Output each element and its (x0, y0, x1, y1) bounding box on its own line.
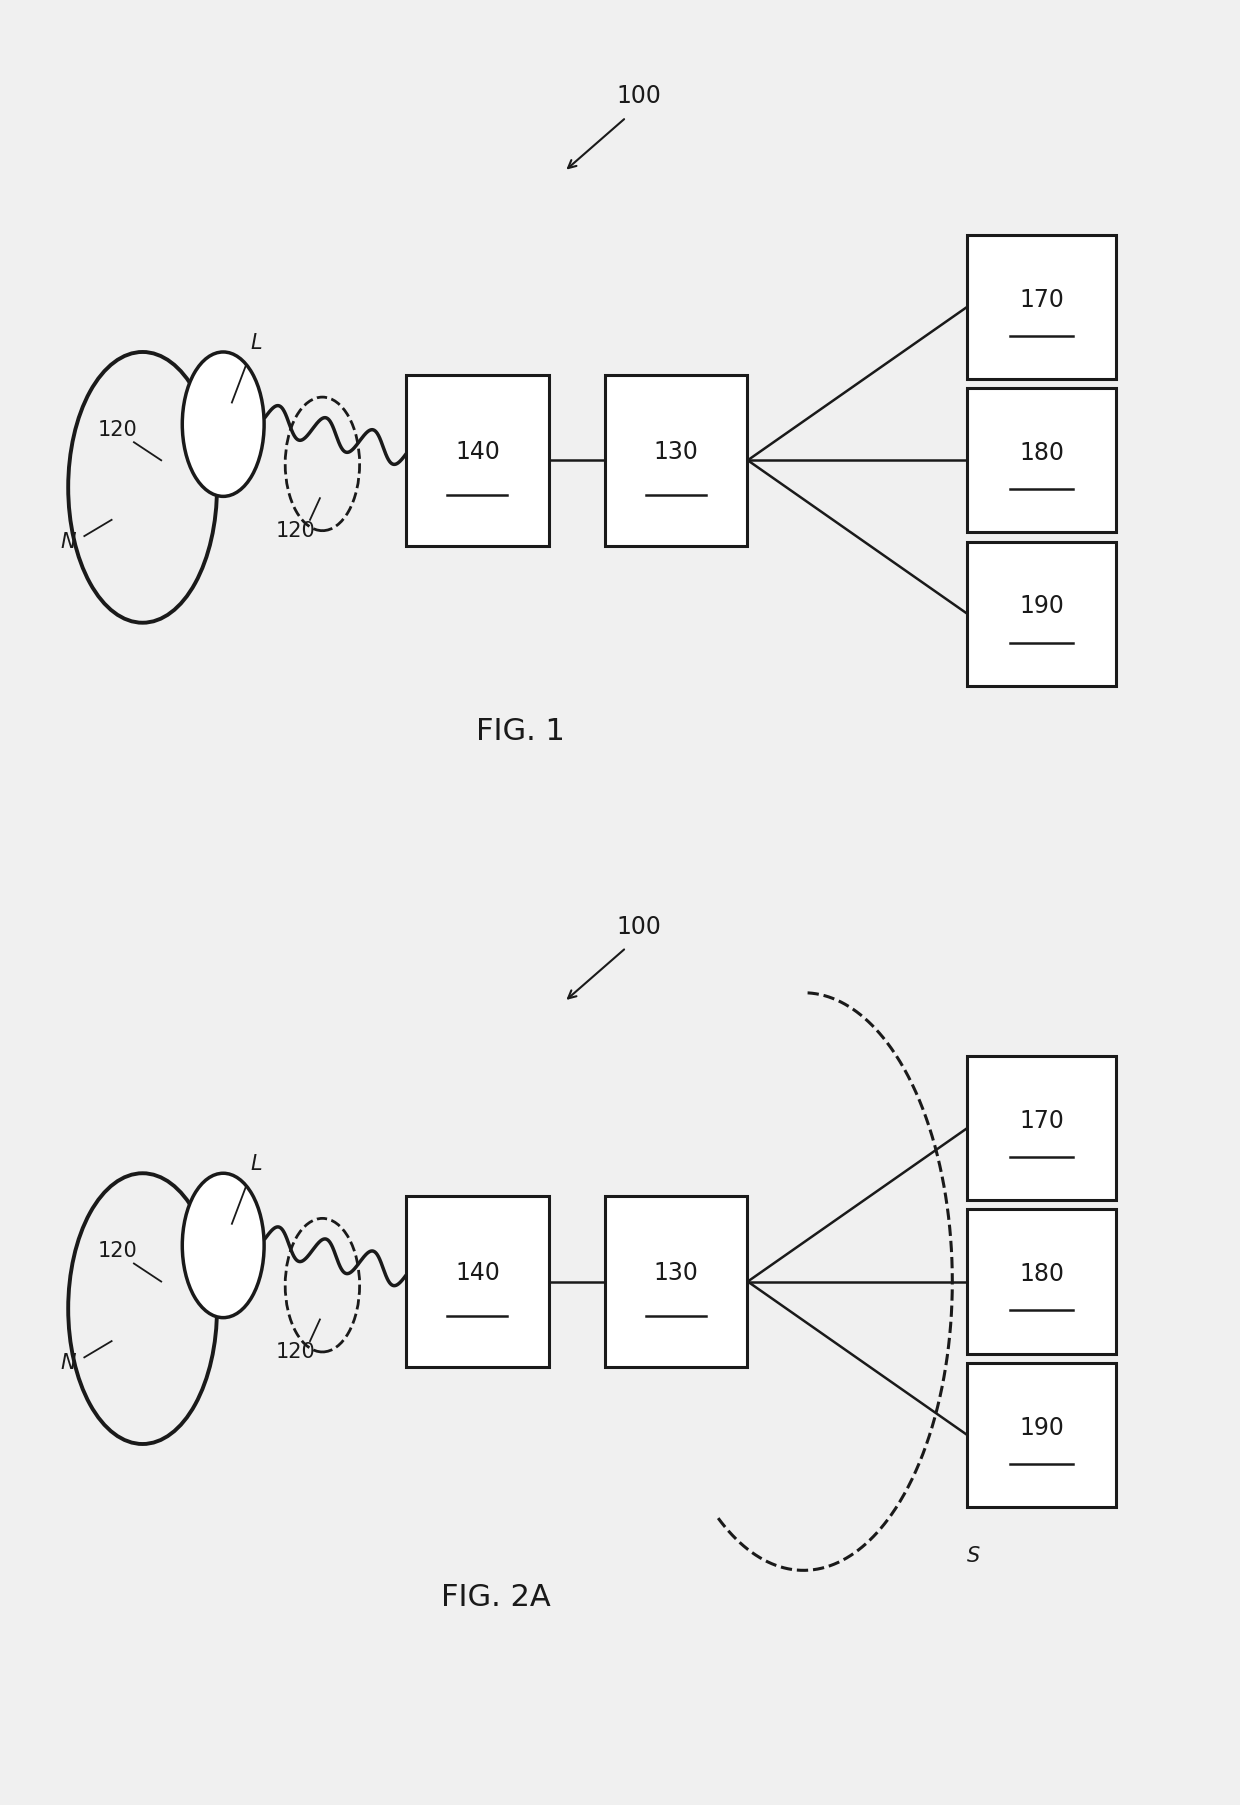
Text: 120: 120 (98, 1240, 138, 1262)
Text: L: L (250, 332, 263, 354)
Ellipse shape (182, 1173, 264, 1318)
Bar (605, 375, 746, 545)
Text: 140: 140 (455, 440, 500, 464)
Text: 120: 120 (275, 520, 315, 541)
Bar (605, 1195, 746, 1368)
Text: 130: 130 (653, 1262, 698, 1285)
Bar (967, 542, 1116, 686)
Text: 100: 100 (616, 915, 661, 939)
Bar (407, 375, 549, 545)
Text: 140: 140 (455, 1262, 500, 1285)
Text: 170: 170 (1019, 1108, 1064, 1134)
Text: L: L (250, 1153, 263, 1175)
Text: N: N (61, 1352, 76, 1374)
Text: N: N (61, 531, 76, 552)
Bar (967, 1363, 1116, 1507)
Text: 180: 180 (1019, 1262, 1064, 1287)
Text: 190: 190 (1019, 594, 1064, 619)
Text: 130: 130 (653, 440, 698, 464)
Text: 180: 180 (1019, 440, 1064, 466)
Text: FIG. 1: FIG. 1 (476, 717, 565, 745)
Text: 190: 190 (1019, 1415, 1064, 1440)
Text: 120: 120 (275, 1341, 315, 1363)
Bar (967, 235, 1116, 379)
Bar (967, 388, 1116, 532)
Text: 120: 120 (98, 419, 138, 440)
Bar (967, 1056, 1116, 1200)
Text: FIG. 2A: FIG. 2A (441, 1583, 551, 1612)
Bar (967, 1209, 1116, 1354)
Text: 100: 100 (616, 85, 661, 108)
Ellipse shape (182, 352, 264, 496)
Text: S: S (967, 1545, 981, 1567)
Bar (407, 1195, 549, 1368)
Text: 170: 170 (1019, 287, 1064, 312)
